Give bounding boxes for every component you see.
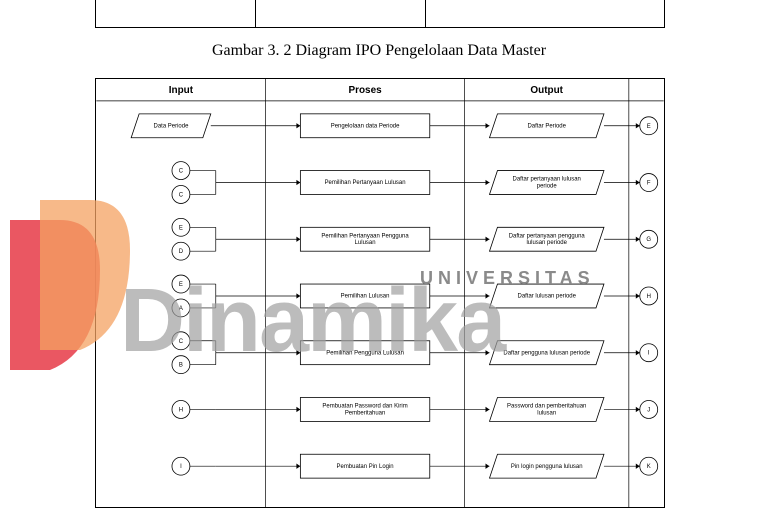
svg-text:B: B	[179, 363, 183, 369]
svg-text:Daftar pertanyaan pengguna: Daftar pertanyaan pengguna	[509, 233, 586, 239]
svg-text:Daftar pengguna lulusan period: Daftar pengguna lulusan periode	[503, 350, 590, 356]
svg-text:Pengelolaan data Periode: Pengelolaan data Periode	[331, 123, 400, 129]
svg-text:C: C	[179, 169, 184, 175]
table-cell	[426, 0, 664, 27]
svg-text:Password dan pemberitahuan: Password dan pemberitahuan	[507, 404, 586, 410]
svg-text:Daftar lulusan periode: Daftar lulusan periode	[518, 294, 577, 300]
svg-text:Pemilihan Pengguna Lulusan: Pemilihan Pengguna Lulusan	[326, 350, 404, 356]
svg-text:Pin login pengguna lulusan: Pin login pengguna lulusan	[511, 464, 583, 470]
svg-text:J: J	[647, 407, 650, 413]
svg-text:lulusan periode: lulusan periode	[526, 240, 567, 246]
svg-text:Pemilihan Pertanyaan Pengguna: Pemilihan Pertanyaan Pengguna	[321, 233, 409, 239]
svg-text:Pemilihan Pertanyaan Lulusan: Pemilihan Pertanyaan Lulusan	[325, 180, 406, 186]
svg-text:A: A	[179, 306, 183, 312]
svg-text:Input: Input	[169, 85, 194, 96]
svg-text:Pembuatan Password dan Kirim: Pembuatan Password dan Kirim	[322, 404, 407, 410]
svg-text:periode: periode	[537, 184, 558, 190]
svg-text:Pemberitahuan: Pemberitahuan	[345, 410, 385, 416]
svg-text:C: C	[179, 339, 184, 345]
svg-text:E: E	[179, 225, 183, 231]
svg-text:Pemilihan Lulusan: Pemilihan Lulusan	[341, 294, 390, 300]
svg-text:Data Periode: Data Periode	[154, 123, 190, 129]
svg-text:G: G	[646, 237, 651, 243]
table-cell	[256, 0, 426, 27]
svg-text:F: F	[647, 181, 651, 187]
svg-text:Proses: Proses	[348, 85, 382, 96]
svg-text:lulusan: lulusan	[537, 410, 556, 416]
svg-text:H: H	[647, 294, 651, 300]
top-table-fragment	[95, 0, 665, 28]
svg-text:Output: Output	[530, 85, 563, 96]
svg-text:Daftar pertanyaan lulusan: Daftar pertanyaan lulusan	[513, 177, 581, 183]
svg-text:Lulusan: Lulusan	[355, 240, 376, 246]
svg-text:I: I	[180, 464, 182, 470]
svg-text:I: I	[648, 351, 650, 357]
svg-text:K: K	[647, 464, 651, 470]
ipo-diagram: Input Proses Output Data Periode Pengelolaan…	[95, 78, 665, 508]
svg-text:D: D	[179, 249, 184, 255]
svg-text:H: H	[179, 407, 183, 413]
svg-text:E: E	[179, 282, 183, 288]
diagram-svg: Input Proses Output Data Periode Pengelolaan…	[96, 79, 664, 507]
svg-text:Pembuatan Pin Login: Pembuatan Pin Login	[337, 464, 394, 470]
svg-text:C: C	[179, 192, 184, 198]
figure-caption: Gambar 3. 2 Diagram IPO Pengelolaan Data…	[0, 42, 758, 60]
table-cell	[96, 0, 256, 27]
svg-text:Daftar Periode: Daftar Periode	[527, 123, 566, 129]
svg-text:E: E	[647, 124, 651, 130]
